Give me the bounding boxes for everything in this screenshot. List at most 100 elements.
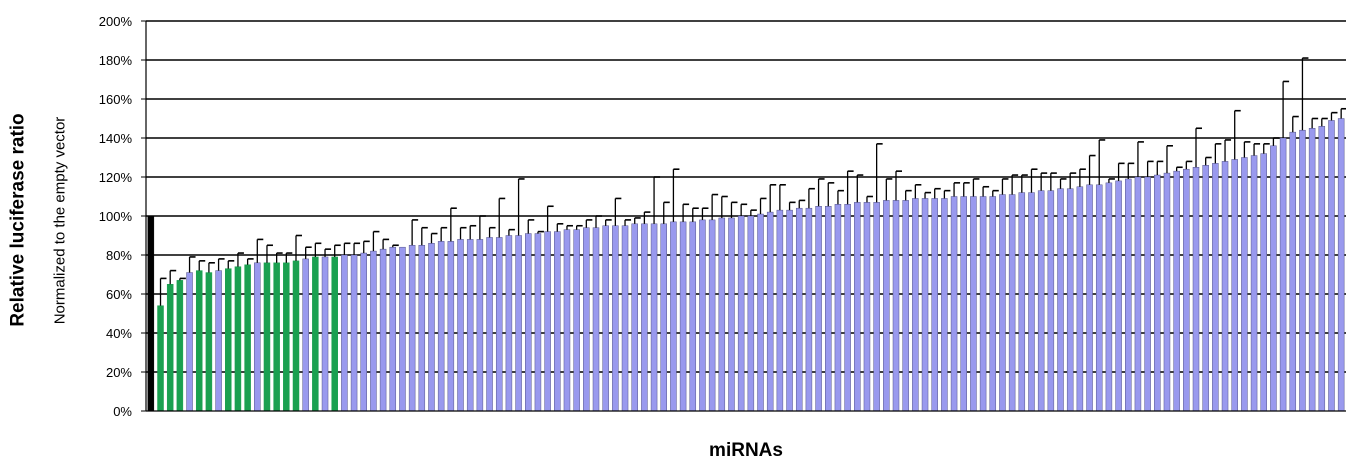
bar: [979, 196, 987, 412]
bar: [1221, 161, 1229, 412]
bar: [786, 209, 793, 412]
bar: [225, 268, 232, 412]
bar: [602, 225, 609, 412]
bar: [583, 227, 590, 412]
bar: [495, 237, 503, 412]
bar: [737, 215, 745, 412]
y-axis-title: Relative luciferase ratio: [8, 30, 30, 410]
bar: [234, 266, 242, 412]
bar: [1241, 157, 1248, 412]
bar: [292, 260, 300, 412]
bar: [805, 207, 813, 412]
bar: [902, 200, 909, 412]
bar: [1076, 186, 1084, 412]
y-axis-subtitle-text: Normalized to the empty vector: [51, 116, 69, 324]
bar: [892, 200, 900, 412]
bar: [679, 221, 687, 412]
bar: [592, 227, 600, 412]
y-tick-label: 20%: [106, 365, 132, 380]
bar: [1144, 176, 1151, 412]
bar: [1212, 163, 1219, 412]
bar: [476, 239, 484, 412]
bar: [776, 209, 784, 412]
y-tick-label: 140%: [99, 131, 133, 146]
bar: [1028, 192, 1035, 412]
bar: [302, 258, 309, 412]
bar: [176, 280, 184, 412]
y-tick-label: 40%: [106, 326, 132, 341]
bar: [341, 254, 348, 412]
bar: [941, 198, 948, 412]
bar: [1105, 182, 1113, 412]
bar: [205, 272, 213, 412]
bar: [534, 233, 542, 412]
bar: [370, 250, 377, 412]
bar: [883, 200, 890, 412]
bar: [408, 245, 416, 412]
bar: [525, 233, 532, 412]
y-axis-subtitle: Normalized to the empty vector: [50, 30, 70, 410]
bar: [1250, 155, 1258, 412]
bar: [747, 215, 755, 412]
bar: [1318, 126, 1326, 412]
bar: [418, 245, 426, 412]
bar: [457, 239, 464, 412]
bar: [863, 202, 871, 412]
y-axis-title-text: Relative luciferase ratio: [8, 113, 30, 327]
y-tick-label: 100%: [99, 209, 133, 224]
bar: [389, 246, 397, 412]
y-tick-label: 180%: [99, 53, 133, 68]
bar: [757, 213, 764, 412]
bar: [1047, 190, 1055, 412]
bar: [950, 196, 958, 412]
bar: [873, 202, 880, 412]
bar: [350, 254, 358, 412]
bar: [1308, 128, 1316, 412]
bar: [1260, 153, 1267, 412]
bar: [379, 248, 387, 412]
bar: [670, 221, 677, 412]
bar: [554, 231, 561, 412]
bar: [166, 284, 174, 412]
bar: [563, 229, 571, 412]
bar: [428, 243, 435, 412]
bar: [834, 204, 842, 412]
bar: [331, 256, 338, 412]
bar: [244, 264, 251, 412]
bar: [766, 211, 774, 412]
bar: [1086, 184, 1093, 412]
bar: [515, 235, 522, 412]
bar: [728, 217, 735, 412]
bar: [844, 204, 851, 412]
bar: [399, 246, 406, 412]
y-tick-label: 160%: [99, 92, 133, 107]
bar: [486, 237, 493, 412]
bar: [931, 198, 938, 412]
bar: [1231, 159, 1238, 412]
bar: [447, 241, 455, 412]
bar: [273, 262, 280, 412]
bar: [1183, 168, 1190, 412]
bar: [970, 196, 977, 412]
bar: [1134, 176, 1142, 412]
bar: [1270, 145, 1277, 412]
bar: [989, 196, 997, 412]
y-tick-label: 0%: [113, 404, 132, 419]
bar: [641, 223, 648, 412]
bar: [1115, 180, 1122, 412]
bar: [960, 196, 967, 412]
bar: [621, 225, 629, 412]
bar: [718, 217, 726, 412]
bar: [825, 206, 832, 412]
bar: [1173, 170, 1180, 412]
bar: [437, 241, 445, 412]
bar: [912, 198, 919, 412]
bar: [1279, 137, 1287, 412]
bar: [312, 256, 319, 412]
bar: [999, 194, 1006, 412]
bar: [147, 215, 155, 412]
bar: [795, 207, 803, 412]
y-tick-label: 80%: [106, 248, 132, 263]
bar: [1192, 167, 1200, 412]
